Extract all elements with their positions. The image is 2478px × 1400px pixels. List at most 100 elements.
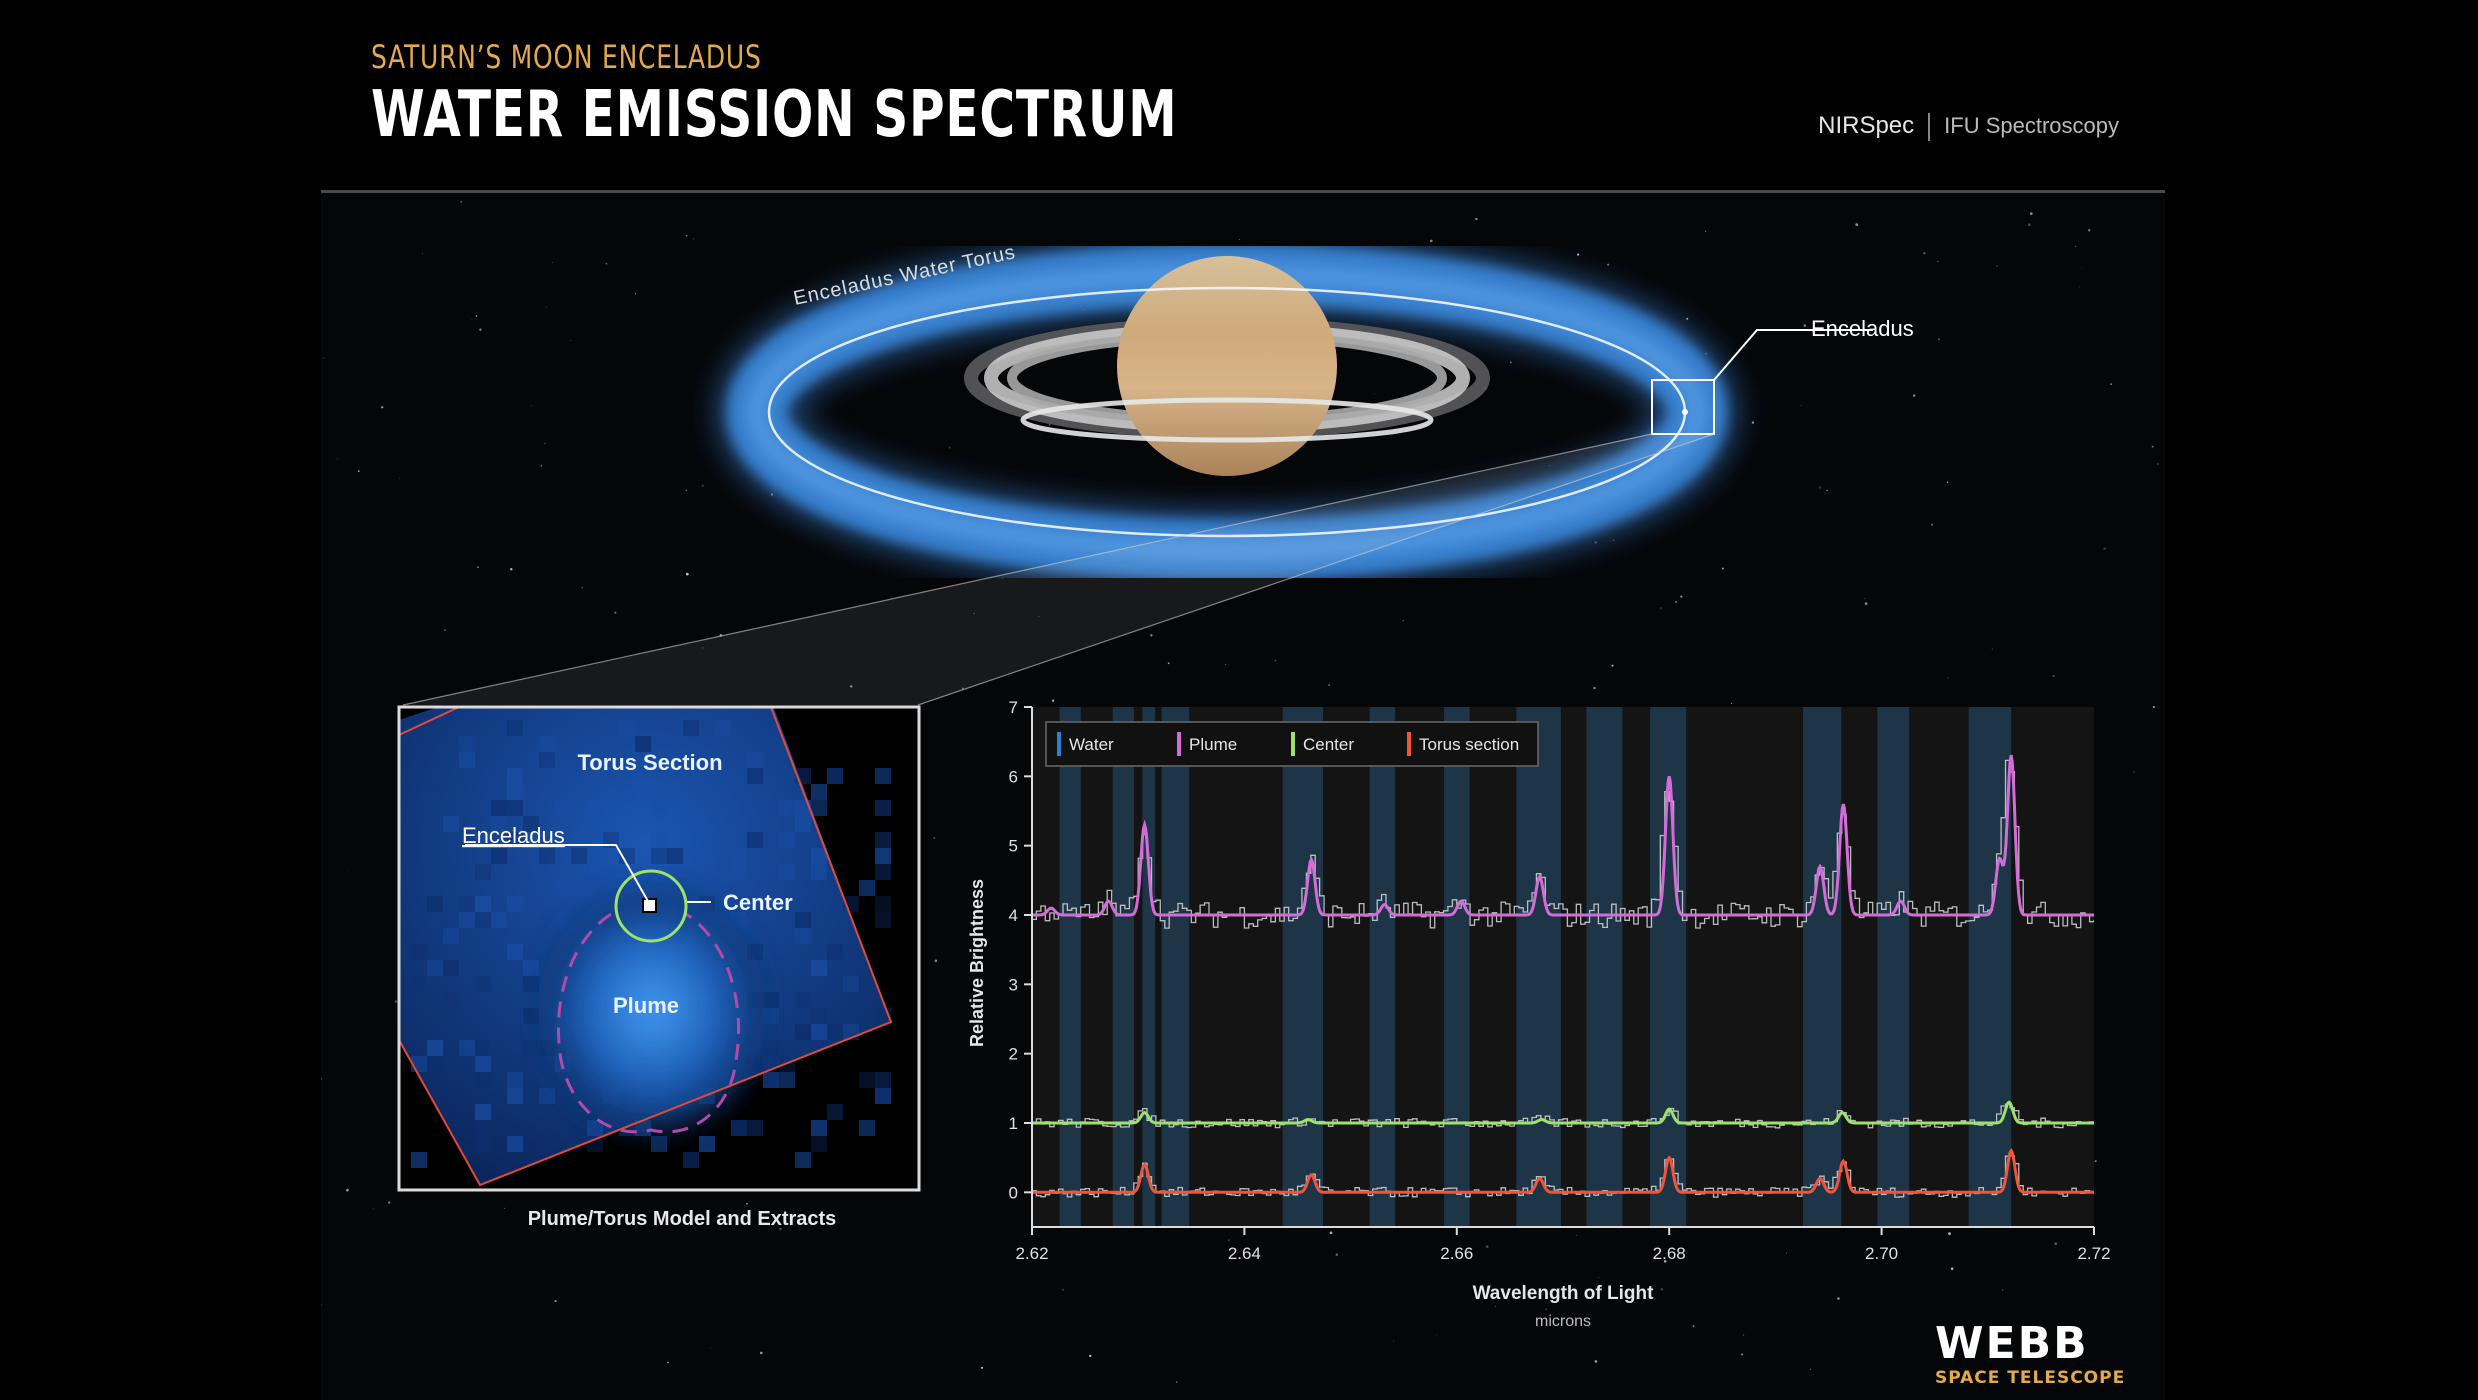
- star: [1800, 405, 1802, 406]
- star: [1335, 1253, 1339, 1257]
- star: [779, 1227, 782, 1231]
- star: [503, 1207, 506, 1209]
- plume-outline: [557, 912, 740, 1134]
- enceladus-label: Enceladus: [1811, 316, 1914, 341]
- star: [746, 1203, 748, 1205]
- model-enceladus-label: Enceladus: [462, 823, 565, 848]
- star: [1704, 230, 1707, 232]
- zoom-projection: [403, 434, 1714, 705]
- star: [2029, 212, 2033, 215]
- star: [1227, 1239, 1230, 1242]
- legend-swatch: [1407, 732, 1411, 756]
- star: [1509, 361, 1512, 364]
- star: [1402, 620, 1404, 622]
- star: [2054, 1242, 2058, 1246]
- star: [1742, 1334, 1745, 1336]
- star: [2133, 771, 2135, 773]
- star: [460, 200, 463, 203]
- y-tick-label: 4: [1009, 906, 1018, 925]
- star: [1675, 600, 1678, 604]
- star: [2079, 286, 2081, 288]
- star: [1686, 317, 1689, 320]
- star: [1996, 265, 1998, 267]
- star: [701, 484, 704, 487]
- legend-label: Plume: [1189, 735, 1237, 754]
- star: [1721, 567, 1724, 570]
- star: [2110, 383, 2112, 385]
- star: [347, 871, 348, 873]
- star: [471, 319, 473, 321]
- star: [476, 566, 479, 569]
- star: [1931, 523, 1934, 526]
- legend-swatch: [1057, 732, 1061, 756]
- star: [1274, 659, 1277, 662]
- star: [1864, 598, 1866, 600]
- star: [1329, 1231, 1333, 1235]
- star: [1855, 223, 1858, 226]
- star: [2052, 675, 2055, 678]
- water-band: [1369, 707, 1396, 1227]
- star: [346, 1188, 349, 1192]
- star: [1663, 1260, 1667, 1263]
- water-band: [1877, 707, 1910, 1227]
- water-band: [1968, 707, 2012, 1227]
- star: [1089, 1354, 1092, 1358]
- star: [1594, 1360, 1598, 1363]
- star: [1803, 324, 1807, 327]
- star: [2151, 445, 2154, 448]
- star: [546, 306, 547, 308]
- star: [1607, 263, 1610, 266]
- y-tick-label: 7: [1009, 698, 1018, 717]
- star: [2075, 245, 2077, 247]
- star: [1001, 577, 1004, 580]
- center-aperture: [614, 869, 688, 943]
- star: [1864, 602, 1868, 606]
- legend-swatch: [1177, 732, 1181, 756]
- water-band: [1142, 707, 1156, 1227]
- star: [2103, 547, 2106, 551]
- star: [463, 687, 465, 689]
- star: [1048, 424, 1051, 426]
- model-center-label: Center: [723, 890, 793, 915]
- star: [554, 1300, 557, 1303]
- star: [1946, 481, 1949, 483]
- star: [980, 1366, 984, 1369]
- star: [2028, 223, 2031, 226]
- star: [1948, 1232, 1951, 1235]
- star: [530, 405, 532, 407]
- subtitle: SATURN’S MOON ENCELADUS: [371, 38, 762, 76]
- star: [1786, 1252, 1787, 1254]
- star: [634, 293, 637, 295]
- y-tick-label: 5: [1009, 837, 1018, 856]
- star: [321, 1078, 323, 1080]
- star: [2001, 1289, 2004, 1291]
- star: [1937, 261, 1939, 263]
- series-line: [1032, 754, 2094, 917]
- star: [1328, 684, 1331, 687]
- water-band: [1803, 707, 1842, 1227]
- star: [1061, 1288, 1065, 1291]
- x-tick-label: 2.62: [1015, 1244, 1048, 1263]
- star: [1740, 1353, 1744, 1356]
- star: [475, 315, 478, 317]
- star: [1611, 664, 1614, 667]
- star: [702, 647, 704, 649]
- water-band: [1161, 707, 1190, 1227]
- star: [1598, 1276, 1600, 1278]
- y-tick-label: 0: [1009, 1183, 1018, 1202]
- water-band: [1586, 707, 1623, 1227]
- star: [1150, 634, 1153, 637]
- star: [2157, 463, 2159, 465]
- webb-logo-subtitle: SPACE TELESCOPE: [1935, 1368, 2126, 1388]
- star: [1051, 699, 1055, 702]
- star: [381, 406, 384, 409]
- x-tick-label: 2.64: [1228, 1244, 1261, 1263]
- water-band: [1282, 707, 1323, 1227]
- star: [1593, 686, 1596, 690]
- star: [1947, 677, 1949, 679]
- star: [1224, 664, 1226, 665]
- star: [337, 458, 338, 460]
- star: [1549, 465, 1551, 467]
- series-line: [1032, 1147, 2094, 1194]
- star: [1167, 662, 1170, 665]
